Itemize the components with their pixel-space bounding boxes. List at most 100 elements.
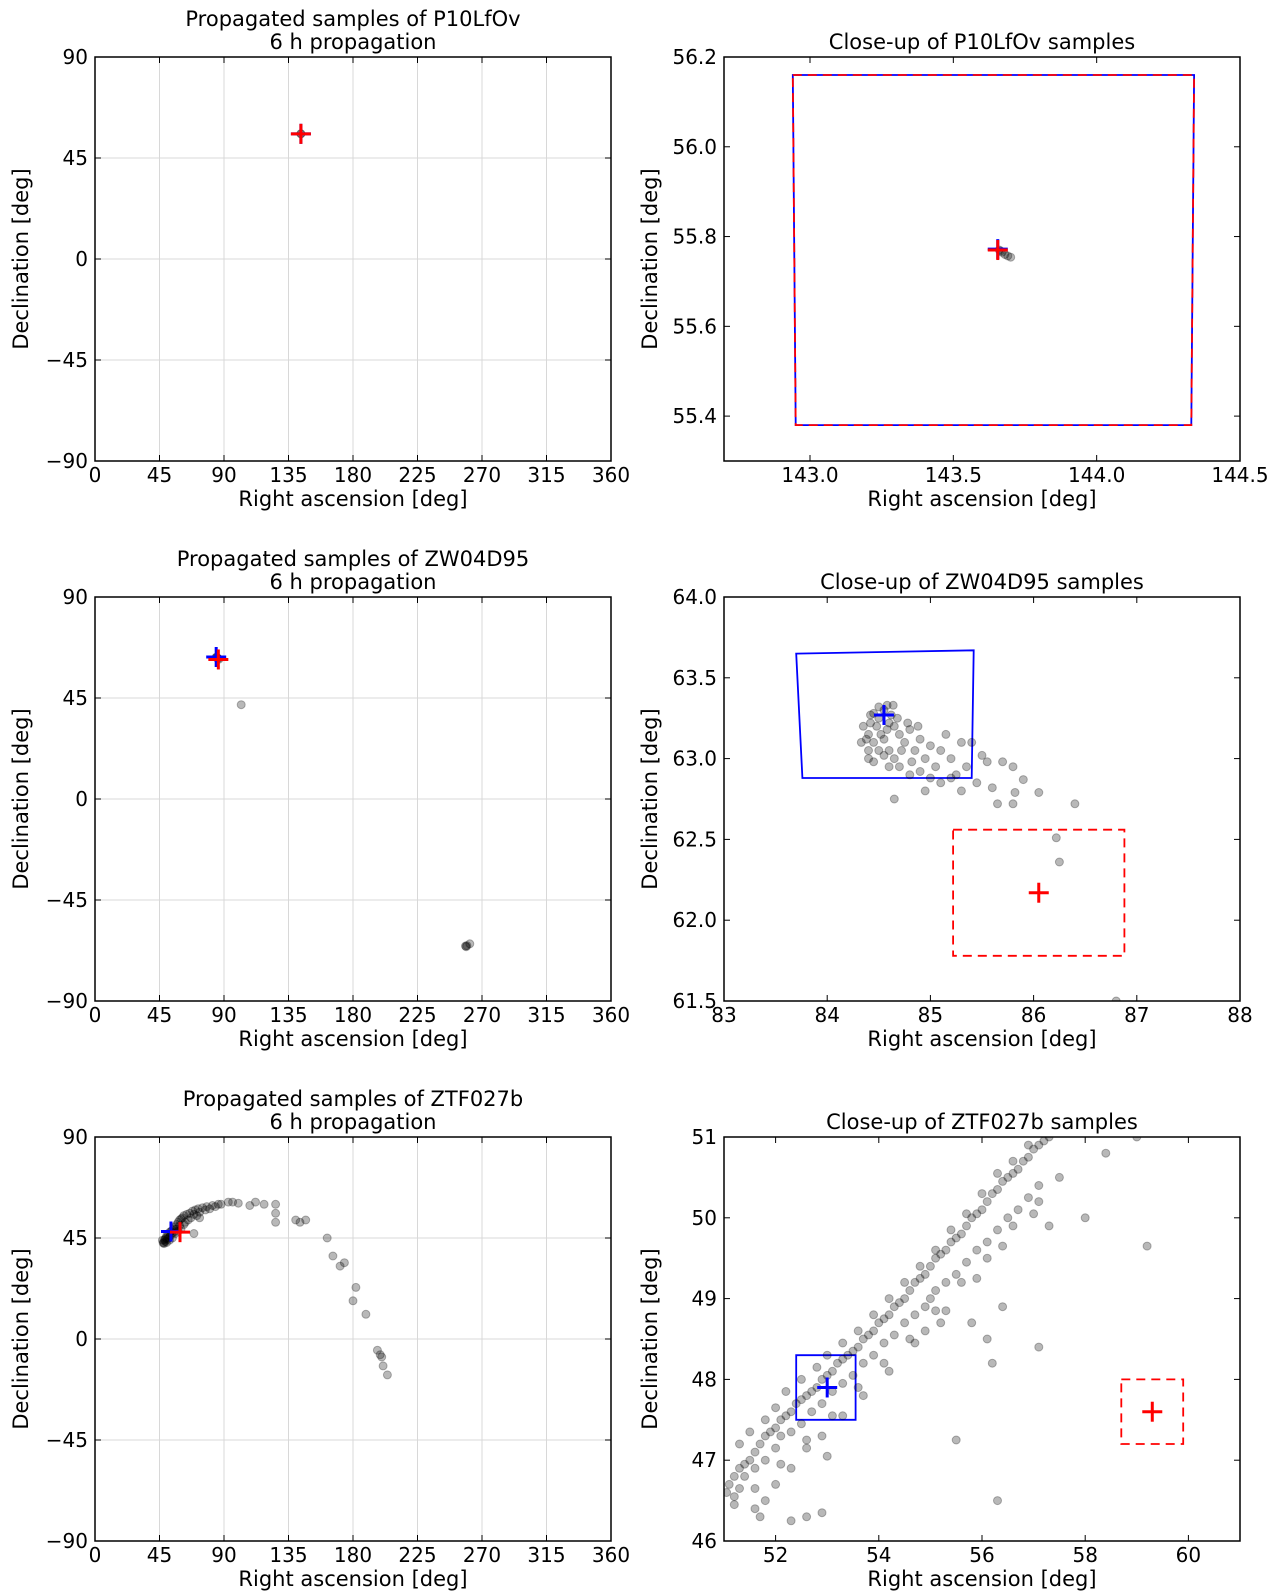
sample-point	[920, 786, 930, 796]
sample-point	[339, 1258, 349, 1268]
red-cross-marker	[169, 1222, 190, 1243]
sample-point	[729, 1492, 739, 1502]
sample-point	[786, 1516, 796, 1526]
sample-point	[853, 1383, 863, 1392]
sample-point	[838, 1411, 848, 1421]
sample-point	[375, 1350, 385, 1360]
sample-point	[856, 737, 866, 747]
sample-point	[465, 939, 475, 949]
sample-point	[889, 794, 899, 804]
sample-point	[159, 1239, 169, 1249]
sample-point	[993, 1168, 1002, 1178]
sample-point	[884, 746, 894, 755]
sample-point	[776, 1431, 786, 1441]
y-tick-label: 46	[692, 1529, 717, 1553]
x-tick-label: 315	[527, 463, 565, 487]
sample-point	[198, 1203, 207, 1213]
sample-point	[771, 1423, 781, 1433]
sample-point	[159, 1238, 169, 1247]
y-tick-label: 47	[692, 1448, 717, 1472]
sample-point	[162, 1238, 172, 1247]
chart-subtitle: 6 h propagation	[270, 30, 437, 54]
sample-point	[900, 737, 910, 747]
y-tick-label: 63.0	[672, 747, 717, 771]
sample-point	[740, 1459, 750, 1469]
sample-point	[157, 1235, 167, 1245]
x-tick-label: 45	[147, 463, 172, 487]
sample-point	[998, 1302, 1008, 1312]
sample-point	[889, 754, 899, 764]
sample-point	[1003, 1213, 1013, 1223]
x-tick-label: 180	[334, 1003, 372, 1027]
sample-point	[377, 1352, 387, 1362]
y-tick-label: 51	[692, 1125, 717, 1149]
sample-point	[977, 1189, 987, 1199]
sample-point	[760, 1455, 770, 1465]
sample-point	[179, 1211, 189, 1221]
sample-point	[195, 1213, 205, 1223]
y-tick-label: 0	[75, 1327, 88, 1351]
sample-point	[802, 1391, 812, 1401]
sample-point	[745, 1427, 755, 1437]
sample-point	[977, 750, 987, 760]
chart-title: Close-up of P10LfOv samples	[829, 30, 1135, 54]
y-tick-label: −45	[46, 888, 88, 912]
x-tick-label: 270	[463, 463, 501, 487]
sample-point	[1039, 1137, 1049, 1146]
x-tick-label: 143.5	[925, 463, 982, 487]
sample-point	[1070, 799, 1080, 809]
sample-point	[729, 1500, 739, 1510]
sample-point	[884, 762, 894, 772]
subplot-6: 52 54 56 58 60 46 47 48 49 50 51 Right ascension [d…	[638, 1110, 1241, 1591]
sample-point	[186, 1213, 196, 1223]
sample-point	[920, 1269, 930, 1279]
sample-point	[786, 1427, 796, 1437]
sample-point	[1034, 788, 1044, 797]
sample-point	[1018, 1156, 1028, 1166]
sample-point	[1003, 1172, 1013, 1182]
sample-point	[382, 1370, 392, 1380]
sample-point	[1023, 1140, 1033, 1150]
sample-point	[208, 1201, 217, 1210]
sample-point	[972, 778, 982, 788]
y-tick-label: 55.4	[672, 404, 717, 428]
x-tick-label: 84	[814, 1003, 839, 1027]
sample-point	[910, 1277, 920, 1287]
sample-point	[972, 1209, 982, 1219]
sample-point	[913, 721, 923, 731]
sample-point	[879, 1314, 889, 1324]
sample-point	[822, 1350, 832, 1360]
sample-point	[1034, 1342, 1044, 1352]
sample-point	[807, 1407, 817, 1417]
sample-point	[1034, 1140, 1044, 1150]
sample-point	[931, 762, 941, 772]
sample-point	[894, 1298, 904, 1308]
sample-point	[993, 1225, 1002, 1235]
sample-point	[993, 1185, 1002, 1194]
sample-point	[858, 721, 868, 731]
sample-point	[864, 729, 873, 739]
sample-point	[853, 1342, 863, 1352]
sample-point	[879, 750, 889, 760]
sample-point	[295, 1217, 305, 1227]
sample-point	[724, 1479, 734, 1489]
sample-point	[786, 1407, 796, 1417]
sample-point	[905, 1334, 915, 1344]
sample-point	[750, 1484, 760, 1493]
sample-point	[884, 1310, 894, 1320]
red-cross-marker	[987, 240, 1008, 261]
x-tick-label: 87	[1124, 1003, 1149, 1027]
sample-point	[202, 1202, 212, 1212]
sample-point	[745, 1455, 755, 1465]
x-tick-label: 45	[147, 1543, 172, 1567]
sample-point	[967, 1213, 977, 1223]
y-tick-label: 45	[63, 146, 88, 170]
x-tick-label: 270	[463, 1543, 501, 1567]
y-tick-label: 56.2	[672, 45, 717, 69]
sample-point	[920, 1302, 930, 1312]
sample-point	[205, 1204, 215, 1214]
sample-point	[372, 1345, 382, 1355]
chart-title: Propagated samples of ZTF027b	[183, 1087, 523, 1111]
sample-point	[951, 1233, 961, 1243]
sample-point	[1023, 1193, 1033, 1203]
